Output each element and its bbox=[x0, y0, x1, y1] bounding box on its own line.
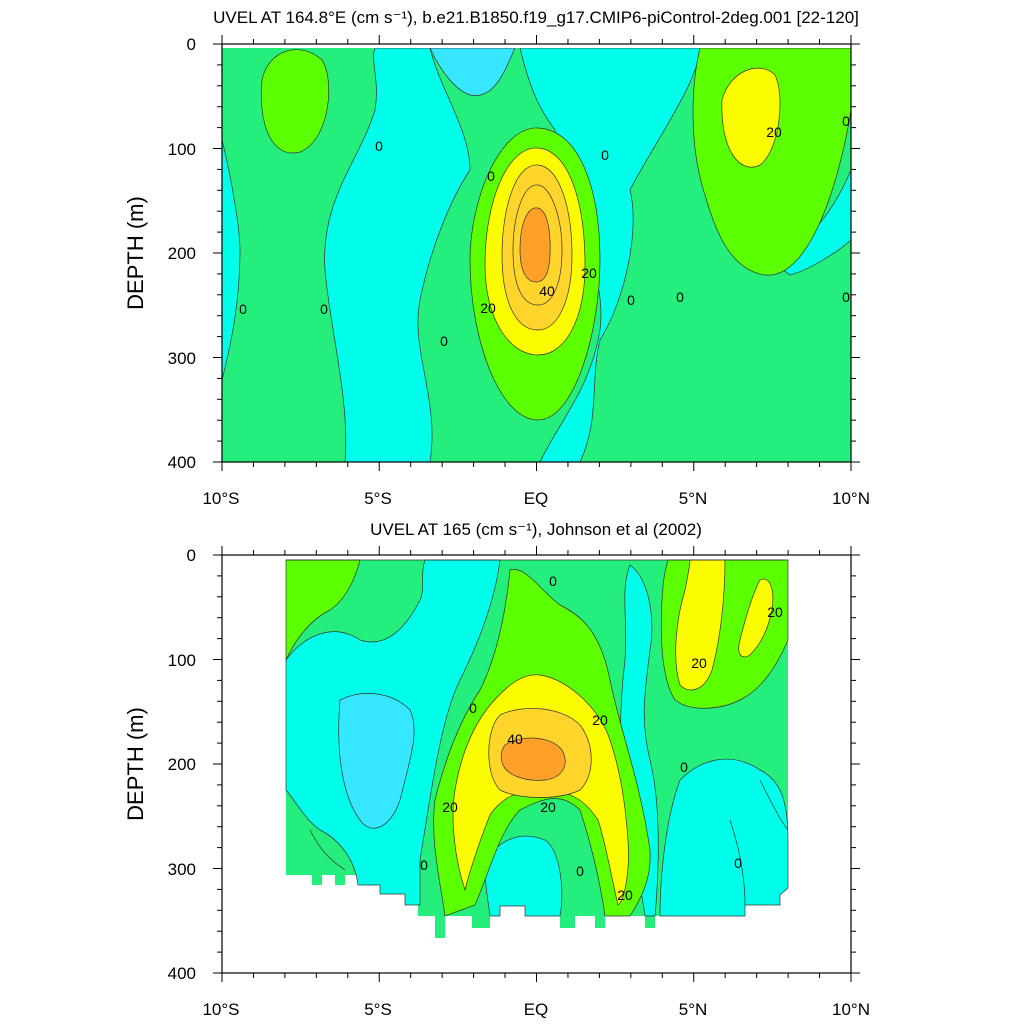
panel-title: UVEL AT 165 (cm s⁻¹), Johnson et al (200… bbox=[370, 520, 702, 539]
contour-label: 0 bbox=[487, 168, 495, 184]
contour-fill bbox=[285, 559, 789, 938]
contour-label: 40 bbox=[539, 283, 555, 299]
level-40-50-core bbox=[519, 207, 551, 283]
level-10-20-west bbox=[260, 49, 330, 154]
contour-label: 20 bbox=[581, 265, 597, 281]
contour-label: 0 bbox=[440, 333, 448, 349]
level-neg-center bbox=[484, 835, 563, 917]
y-tick-label: 300 bbox=[168, 349, 196, 368]
level-20-30-east2 bbox=[738, 578, 774, 658]
y-tick-label: 100 bbox=[168, 651, 196, 670]
x-tick-label: 10°N bbox=[832, 489, 870, 508]
level-40-50-core bbox=[500, 737, 566, 781]
x-tick-label: 5°S bbox=[364, 1000, 392, 1019]
axis-ticks bbox=[213, 35, 860, 471]
contour-fill bbox=[222, 44, 851, 462]
axis-ticks bbox=[213, 546, 860, 982]
contour-label: 0 bbox=[239, 301, 247, 317]
y-tick-label: 400 bbox=[168, 453, 196, 472]
contour-label: 0 bbox=[420, 857, 428, 873]
panel-title: UVEL AT 164.8°E (cm s⁻¹), b.e21.B1850.f1… bbox=[213, 8, 859, 27]
contour-label: 0 bbox=[375, 138, 383, 154]
x-tick-label: 10°N bbox=[832, 1000, 870, 1019]
contour-label: 0 bbox=[627, 292, 635, 308]
contour-label: 20 bbox=[480, 300, 496, 316]
panel-observations: UVEL AT 165 (cm s⁻¹), Johnson et al (200… bbox=[123, 520, 870, 1019]
panel-model: UVEL AT 164.8°E (cm s⁻¹), b.e21.B1850.f1… bbox=[123, 8, 870, 508]
y-tick-label: 0 bbox=[187, 35, 196, 54]
x-tick-label: 10°S bbox=[202, 1000, 239, 1019]
level-neg-east2 bbox=[659, 758, 789, 917]
contour-label: 40 bbox=[507, 731, 523, 747]
y-axis-label: DEPTH (m) bbox=[123, 196, 148, 310]
contour-label: 0 bbox=[601, 147, 609, 163]
level-neg-west-edge bbox=[222, 139, 241, 381]
contour-label: 20 bbox=[442, 799, 458, 815]
contour-label: 0 bbox=[549, 573, 557, 589]
no-data-top bbox=[222, 44, 851, 48]
contour-label: 20 bbox=[592, 712, 608, 728]
contour-label: 20 bbox=[540, 799, 556, 815]
level-20-30-east bbox=[721, 67, 781, 168]
y-axis-label: DEPTH (m) bbox=[123, 707, 148, 821]
contour-label: 0 bbox=[469, 700, 477, 716]
contour-label: 20 bbox=[617, 887, 633, 903]
contour-label: 20 bbox=[691, 655, 707, 671]
x-tick-label: 5°N bbox=[679, 1000, 708, 1019]
level-10-20-west bbox=[285, 559, 361, 661]
level-lt-neg10 bbox=[429, 47, 516, 96]
level-20-30-east bbox=[675, 559, 726, 691]
contour-label: 20 bbox=[766, 124, 782, 140]
contour-label: 0 bbox=[734, 855, 742, 871]
contour-label: 0 bbox=[320, 301, 328, 317]
contour-label: 0 bbox=[676, 289, 684, 305]
contour-labels: 0 0 0 0 0 0 40 20 20 20 20 20 20 bbox=[420, 573, 783, 903]
level-lt-neg10 bbox=[338, 693, 415, 829]
x-tick-label: 5°N bbox=[679, 489, 708, 508]
x-tick-label: EQ bbox=[524, 1000, 549, 1019]
y-tick-label: 0 bbox=[187, 546, 196, 565]
contour-label: 0 bbox=[576, 863, 584, 879]
x-tick-label: EQ bbox=[524, 489, 549, 508]
contour-label: 0 bbox=[842, 289, 850, 305]
y-tick-label: 300 bbox=[168, 860, 196, 879]
x-tick-label: 10°S bbox=[202, 489, 239, 508]
contour-label: 0 bbox=[680, 759, 688, 775]
y-tick-label: 200 bbox=[168, 244, 196, 263]
y-tick-label: 100 bbox=[168, 140, 196, 159]
y-tick-label: 200 bbox=[168, 755, 196, 774]
contour-label: 20 bbox=[767, 604, 783, 620]
contour-labels: 0 0 0 0 0 0 0 0 0 0 40 20 20 20 bbox=[239, 113, 850, 349]
x-tick-label: 5°S bbox=[364, 489, 392, 508]
contour-label: 0 bbox=[842, 113, 850, 129]
y-tick-label: 400 bbox=[168, 964, 196, 983]
contour-line bbox=[286, 559, 789, 906]
